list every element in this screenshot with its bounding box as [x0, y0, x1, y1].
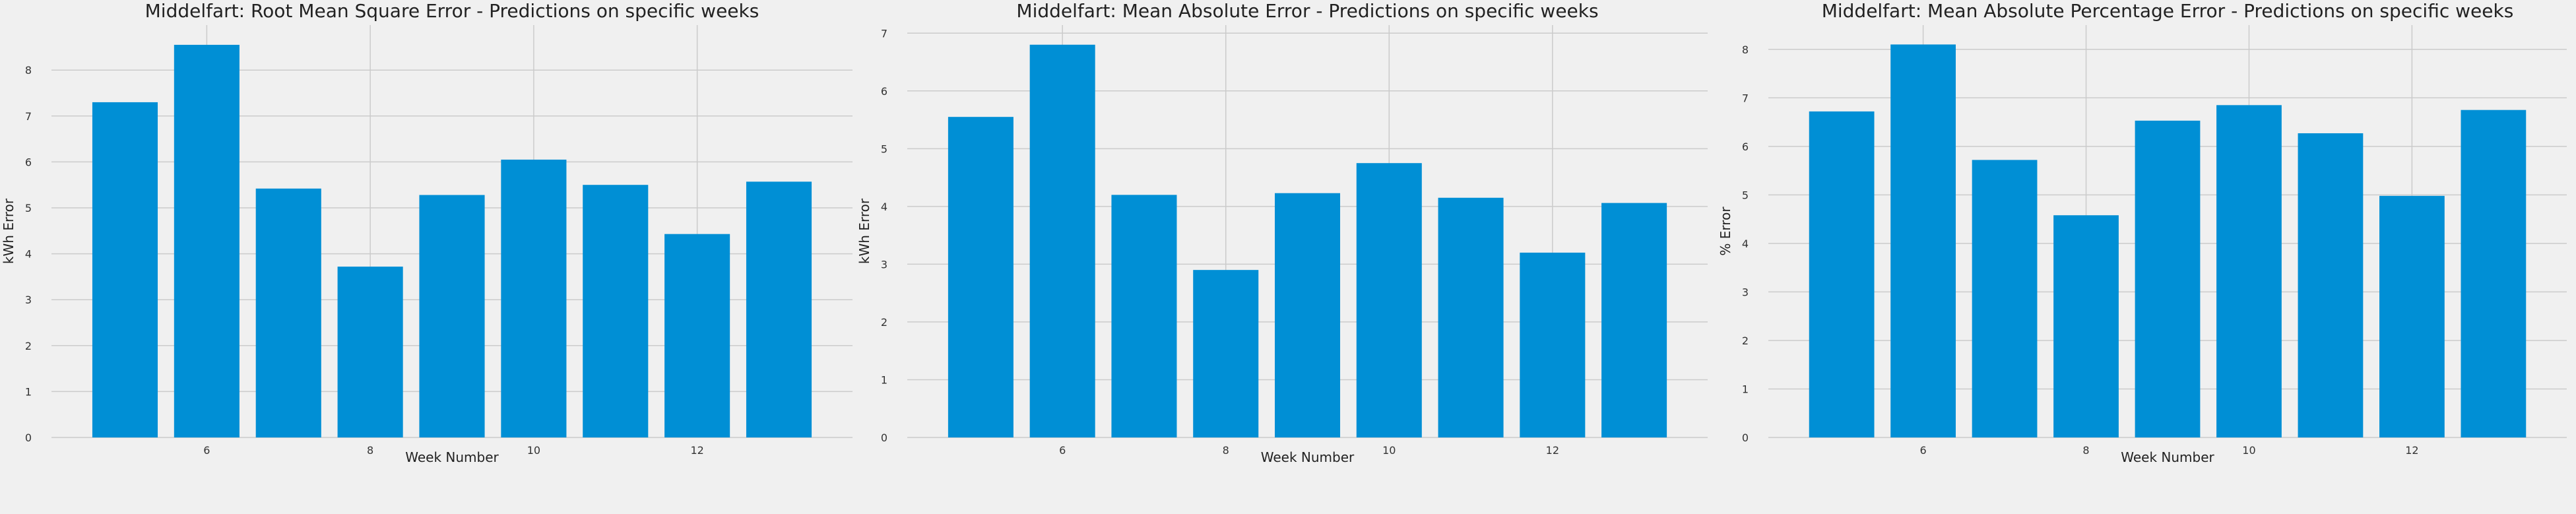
bar-week-8	[2053, 215, 2119, 437]
y-tick-label: 8	[25, 64, 32, 77]
bar-week-9	[419, 195, 484, 437]
y-tick-label: 1	[881, 373, 887, 386]
x-tick-label: 10	[1382, 444, 1396, 457]
bar-week-5	[948, 117, 1014, 437]
y-axis-label: % Error	[1718, 207, 1733, 256]
bar-week-6	[1890, 44, 1956, 437]
x-tick-label: 12	[2405, 444, 2418, 457]
x-tick-label: 12	[690, 444, 703, 457]
y-tick-label: 6	[25, 156, 32, 168]
x-axis-label: Week Number	[2121, 449, 2214, 465]
chart-title: Middelfart: Mean Absolute Error - Predic…	[1016, 0, 1598, 22]
x-tick-label: 6	[1059, 444, 1066, 457]
bar-week-10	[2216, 105, 2282, 437]
bar-week-10	[501, 160, 566, 437]
y-tick-label: 3	[25, 294, 32, 306]
y-tick-label: 5	[25, 202, 32, 214]
y-tick-label: 3	[881, 258, 887, 271]
x-tick-label: 6	[1919, 444, 1926, 457]
y-tick-label: 5	[881, 143, 887, 155]
y-axis-label: kWh Error	[856, 198, 872, 264]
bar-week-11	[583, 185, 648, 437]
bar-week-6	[174, 45, 240, 437]
bar-week-5	[1809, 112, 1875, 437]
y-tick-label: 4	[25, 248, 32, 261]
bar-week-7	[256, 189, 321, 437]
x-tick-label: 12	[1546, 444, 1559, 457]
y-tick-label: 4	[1742, 238, 1749, 250]
y-tick-label: 6	[1742, 141, 1749, 153]
bar-week-13	[746, 181, 812, 437]
bar-week-5	[92, 102, 158, 437]
x-tick-label: 6	[203, 444, 210, 457]
y-tick-label: 0	[881, 432, 887, 444]
bar-week-8	[338, 267, 403, 437]
bar-week-13	[1601, 203, 1667, 437]
y-tick-label: 4	[881, 201, 887, 213]
bar-week-11	[2298, 133, 2364, 437]
bar-week-9	[2135, 121, 2201, 437]
y-tick-label: 2	[1742, 335, 1749, 347]
bar-week-7	[1111, 195, 1176, 437]
x-tick-label: 8	[1223, 444, 1229, 457]
y-tick-label: 0	[1742, 432, 1749, 444]
y-axis-label: kWh Error	[1, 198, 16, 264]
y-tick-label: 5	[1742, 189, 1749, 201]
bar-week-6	[1030, 45, 1095, 437]
bar-week-11	[1438, 198, 1504, 437]
bar-week-13	[2461, 110, 2526, 437]
bar-week-12	[2379, 196, 2445, 437]
y-tick-label: 8	[1742, 44, 1749, 56]
bar-week-12	[664, 234, 730, 437]
y-tick-label: 6	[881, 85, 887, 98]
x-tick-label: 10	[2242, 444, 2255, 457]
y-tick-label: 7	[1742, 92, 1749, 104]
bar-week-7	[1972, 160, 2038, 437]
y-tick-label: 2	[25, 340, 32, 352]
x-axis-label: Week Number	[1261, 449, 1355, 465]
y-tick-label: 3	[1742, 286, 1749, 298]
bar-week-10	[1357, 163, 1422, 437]
bar-week-12	[1520, 253, 1585, 437]
chart-title: Middelfart: Root Mean Square Error - Pre…	[145, 0, 759, 22]
y-tick-label: 0	[25, 432, 32, 444]
y-tick-label: 1	[25, 385, 32, 398]
y-tick-label: 1	[1742, 383, 1749, 395]
x-tick-label: 8	[367, 444, 373, 457]
y-tick-label: 7	[25, 110, 32, 123]
chart-title: Middelfart: Mean Absolute Percentage Err…	[1822, 0, 2514, 22]
x-tick-label: 10	[527, 444, 540, 457]
y-tick-label: 7	[881, 27, 887, 40]
bar-week-8	[1193, 270, 1258, 437]
x-tick-label: 8	[2082, 444, 2089, 457]
x-axis-label: Week Number	[405, 449, 499, 465]
y-tick-label: 2	[881, 316, 887, 329]
bar-week-9	[1275, 193, 1340, 437]
